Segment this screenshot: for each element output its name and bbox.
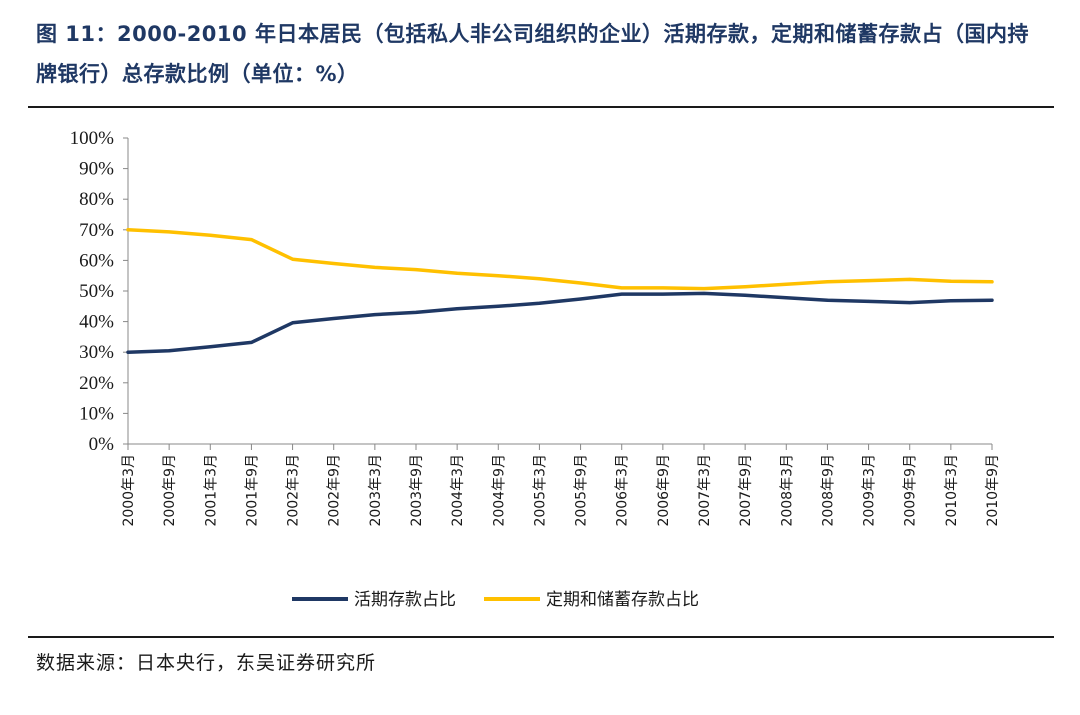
data-point [825,280,829,284]
y-tick-label: 0% [89,434,115,455]
y-tick-label: 20% [79,373,114,394]
bottom-divider [28,636,1054,638]
data-point [126,228,130,232]
line-chart: 0% 10% 20% 30% 40% 50% 60% 70% 80% 90% 100% 2000年3月… [70,128,1001,610]
data-point [291,321,295,325]
x-tick-label: 2006年3月 [615,454,631,527]
data-point [373,265,377,269]
x-tick-label: 2009年9月 [903,454,919,527]
data-point [455,307,459,311]
data-point [743,285,747,289]
data-point [620,286,624,290]
x-tick-label: 2007年9月 [738,454,754,527]
data-point [579,281,583,285]
x-tick-label: 2001年3月 [203,454,219,527]
data-point [702,287,706,291]
x-tick-label: 2004年3月 [450,454,466,527]
data-point [949,299,953,303]
y-tick-label: 50% [79,281,114,302]
data-point [167,349,171,353]
x-tick-label: 2005年3月 [532,454,548,527]
data-point [908,301,912,305]
y-tick-label: 70% [79,220,114,241]
x-tick-label: 2007年3月 [697,454,713,527]
data-point [990,298,994,302]
data-point [702,291,706,295]
x-tick-label: 2005年9月 [574,454,590,527]
data-point [208,233,212,237]
top-divider [28,106,1054,108]
y-tick-label: 100% [70,128,115,149]
data-point [784,296,788,300]
data-point [208,345,212,349]
data-point [249,238,253,242]
data-point [496,274,500,278]
data-point [661,286,665,290]
data-point [249,340,253,344]
x-tick-label: 2003年9月 [409,454,425,527]
data-point [661,292,665,296]
data-point [784,282,788,286]
data-point [414,310,418,314]
data-point [414,268,418,272]
x-tick-label: 2003年3月 [368,454,384,527]
data-point [455,271,459,275]
series-line-2 [126,228,994,291]
data-point [908,277,912,281]
chart-title: 图 11：2000-2010 年日本居民（包括私人非公司组织的企业）活期存款，定… [36,22,1029,86]
data-point [332,261,336,265]
x-tick-label: 2002年3月 [286,454,302,527]
x-tick-label: 2010年9月 [985,454,1001,527]
y-tick-label: 40% [79,312,114,333]
data-point [126,350,130,354]
x-tick-label: 2001年9月 [244,454,260,527]
data-point [373,313,377,317]
y-tick-label: 10% [79,403,114,424]
y-tick-label: 60% [79,250,114,271]
x-tick-label: 2002年9月 [327,454,343,527]
data-point [537,277,541,281]
x-tick-label: 2010年3月 [944,454,960,527]
x-tick-label: 2000年9月 [162,454,178,527]
x-tick-label: 2004年9月 [491,454,507,527]
data-point [620,292,624,296]
data-source-note: 数据来源：日本央行，东吴证券研究所 [36,652,377,674]
data-point [332,317,336,321]
series-line-1 [126,291,994,354]
data-point [825,298,829,302]
data-point [167,230,171,234]
data-point [537,301,541,305]
x-tick-label: 2009年3月 [862,454,878,527]
x-tick-label: 2006年9月 [656,454,672,527]
data-point [743,293,747,297]
x-tick-label: 2000年3月 [121,454,137,527]
legend-label: 活期存款占比 [354,590,456,610]
y-tick-label: 90% [79,159,114,180]
data-point [867,279,871,283]
data-point [291,257,295,261]
data-point [990,280,994,284]
data-point [579,297,583,301]
y-tick-label: 80% [79,189,114,210]
data-point [949,279,953,283]
data-point [496,304,500,308]
data-point [867,299,871,303]
legend-label: 定期和储蓄存款占比 [546,590,699,610]
x-tick-label: 2008年9月 [820,454,836,527]
y-tick-label: 30% [79,342,114,363]
x-tick-label: 2008年3月 [779,454,795,527]
